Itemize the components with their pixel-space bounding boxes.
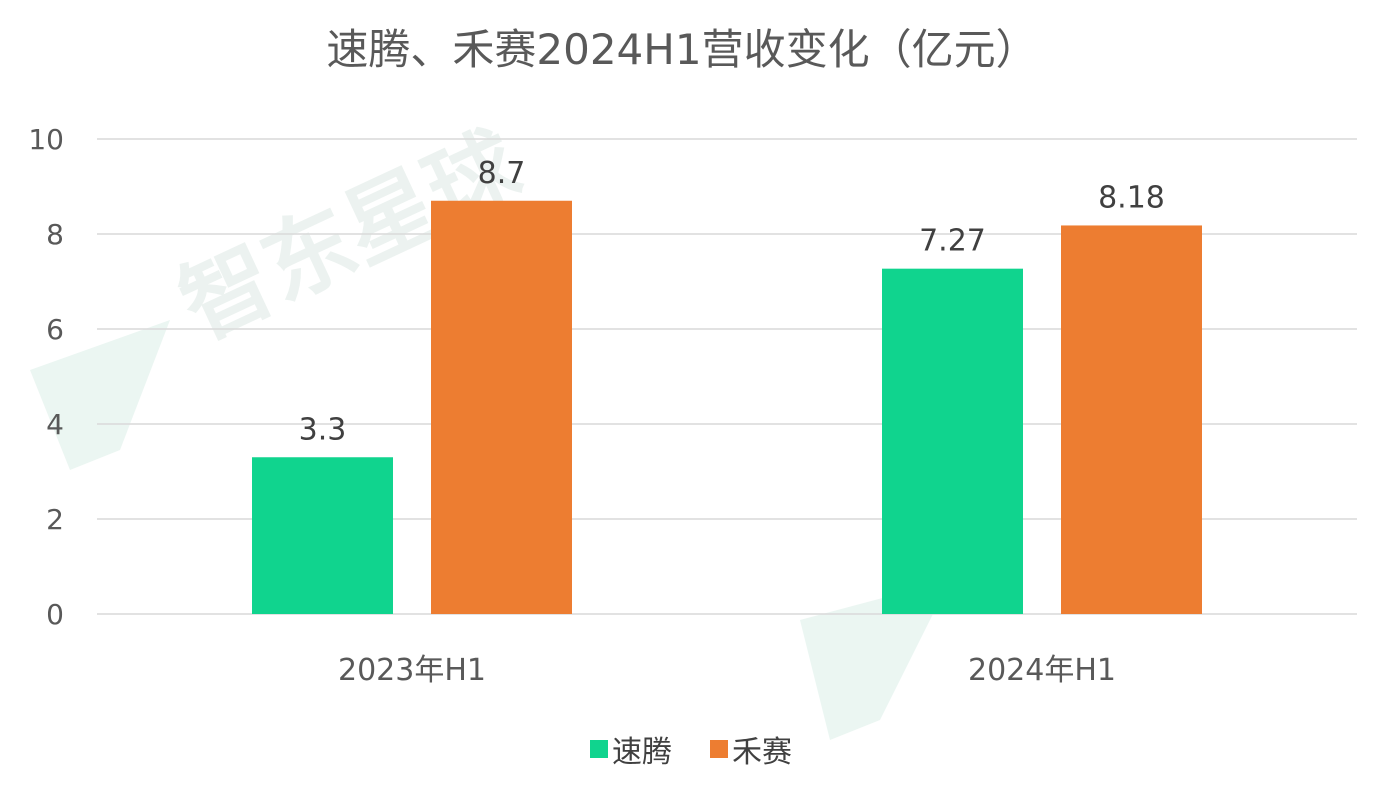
x-category-label-2023年H1: 2023年H1: [338, 653, 486, 688]
chart-title: 速腾、禾赛2024H1营收变化（亿元）: [326, 25, 1037, 74]
legend-swatch-速腾: [590, 740, 608, 758]
x-axis-categories: 2023年H1 2024年H1: [338, 653, 1116, 688]
watermark-logo-mark-2: [800, 580, 950, 740]
data-label-禾赛-2024年H1: 8.18: [1098, 180, 1165, 215]
y-tick-label-2: 2: [46, 503, 64, 536]
y-tick-label-6: 6: [46, 313, 64, 346]
watermark-logo-mark: [30, 320, 170, 470]
y-tick-label-4: 4: [46, 408, 64, 441]
legend: 速腾 禾赛: [590, 735, 792, 770]
data-label-速腾-2024年H1: 7.27: [919, 224, 986, 259]
x-category-label-2024年H1: 2024年H1: [968, 653, 1116, 688]
legend-label-禾赛: 禾赛: [732, 735, 792, 770]
y-tick-label-8: 8: [46, 218, 64, 251]
data-labels: 3.3 8.7 7.27 8.18: [299, 156, 1165, 448]
bars: [252, 200, 1202, 614]
y-tick-label-10: 10: [28, 123, 64, 156]
bar-速腾-2023年H1: [252, 457, 393, 614]
legend-label-速腾: 速腾: [612, 735, 672, 770]
bar-禾赛-2024年H1: [1061, 225, 1202, 614]
legend-swatch-禾赛: [710, 740, 728, 758]
y-tick-label-0: 0: [46, 598, 64, 631]
y-axis-ticks: 0 2 4 6 8 10: [28, 123, 64, 631]
data-label-禾赛-2023年H1: 8.7: [478, 156, 526, 191]
bar-速腾-2024年H1: [882, 268, 1023, 614]
bar-禾赛-2023年H1: [431, 200, 572, 614]
data-label-速腾-2023年H1: 3.3: [299, 412, 347, 447]
